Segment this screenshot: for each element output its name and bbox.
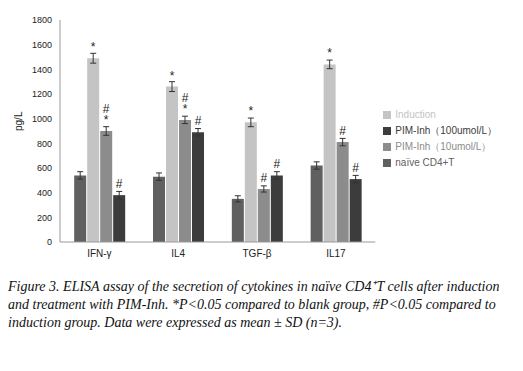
svg-text:IFN-γ: IFN-γ	[87, 248, 111, 259]
svg-text:*: *	[248, 104, 253, 118]
html-text:PIM-Inh（100umol/L）: PIM-Inh（100umol/L）	[395, 125, 497, 136]
svg-text:0: 0	[47, 237, 52, 247]
svg-text:*: *	[170, 69, 175, 83]
svg-text:*: *	[327, 46, 332, 60]
html-text:naïve CD4+T: naïve CD4+T	[395, 157, 455, 168]
svg-text:1400: 1400	[32, 65, 52, 75]
svg-text:*: *	[104, 113, 109, 127]
svg-text:TGF-β: TGF-β	[243, 248, 272, 259]
html-text:Figure 3. ELISA assay of the s: Figure 3. ELISA assay of the secretion o…	[8, 279, 500, 330]
svg-text:1800: 1800	[32, 15, 52, 25]
svg-text:*: *	[183, 102, 188, 116]
svg-text:1000: 1000	[32, 114, 52, 124]
svg-text:#: #	[195, 114, 202, 128]
svg-text:1600: 1600	[32, 40, 52, 50]
svg-text:800: 800	[37, 139, 52, 149]
svg-text:#: #	[116, 177, 123, 191]
svg-text:#: #	[260, 171, 267, 185]
svg-text:#: #	[339, 124, 346, 138]
svg-text:1200: 1200	[32, 89, 52, 99]
html-text:PIM-Inh（10umol/L）: PIM-Inh（10umol/L）	[395, 141, 492, 152]
html-text:Induction: Induction	[395, 109, 436, 120]
svg-text:#: #	[352, 161, 359, 175]
svg-text:400: 400	[37, 188, 52, 198]
svg-text:IL4: IL4	[171, 248, 185, 259]
svg-text:pg/L: pg/L	[13, 111, 24, 131]
svg-text:200: 200	[37, 213, 52, 223]
svg-text:#: #	[273, 157, 280, 171]
svg-text:600: 600	[37, 163, 52, 173]
svg-text:IL17: IL17	[326, 248, 346, 259]
svg-text:*: *	[91, 40, 96, 54]
